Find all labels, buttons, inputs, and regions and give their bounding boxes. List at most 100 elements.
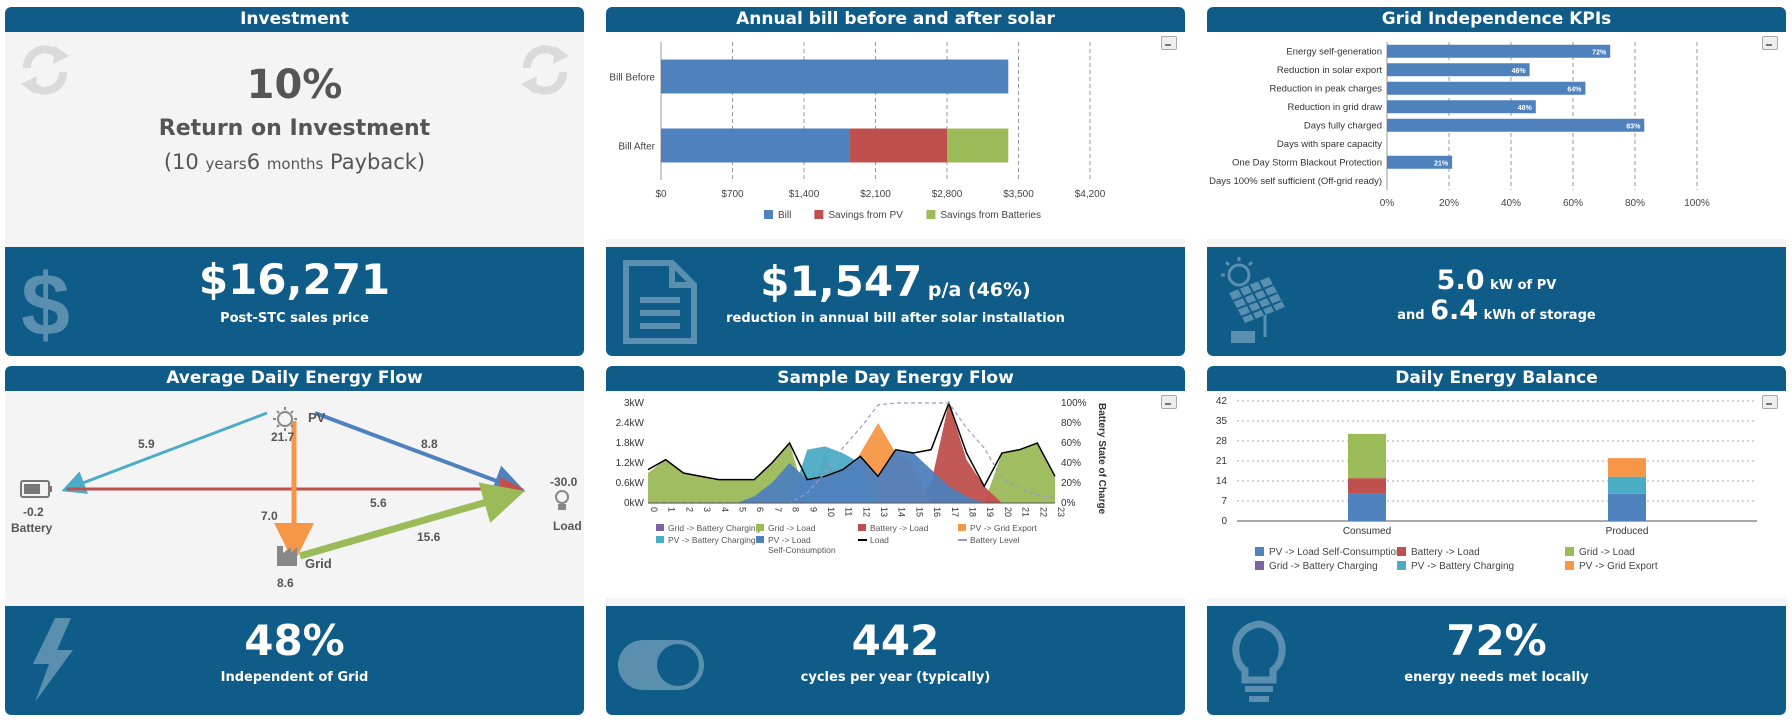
legend-swatch	[1255, 547, 1264, 556]
legend-label: Grid -> Load	[768, 523, 816, 533]
y-tick-label: One Day Storm Blackout Protection	[1232, 157, 1382, 168]
sample-day-card: Sample Day Energy Flow 0kW 0.6kW 1.2kW 1.8k…	[606, 366, 1185, 715]
x-tick-label: 80%	[1625, 198, 1645, 209]
sample-day-body: 0kW 0.6kW 1.2kW 1.8kW 2.4kW 3kW 0% 20% 40% 60% 80%…	[606, 391, 1185, 598]
download-icon[interactable]	[1161, 395, 1177, 409]
reduction-suffix: p/a (46%)	[927, 279, 1031, 301]
x-tick-label: 5	[737, 507, 747, 512]
x-tick-label: 17	[950, 507, 960, 517]
bar	[661, 59, 1009, 94]
bar	[661, 128, 850, 163]
pv-line: 5.0 kW of PV	[1207, 265, 1786, 296]
x-tick-label: 16	[932, 507, 942, 517]
area-series	[648, 403, 1055, 503]
bulb-icon	[555, 490, 569, 510]
y-tick-label: 21	[1216, 456, 1228, 467]
x-tick-label: 3	[702, 507, 712, 512]
bar-data-label: 83%	[1626, 123, 1641, 130]
battery-level-line	[648, 402, 1056, 504]
lightbulb-icon	[1232, 620, 1286, 702]
legend-swatch	[656, 536, 664, 543]
x-tick-label: 4	[720, 507, 730, 512]
avg-flow-title: Average Daily Energy Flow	[5, 366, 584, 391]
legend-swatch	[756, 536, 764, 543]
reduction-line: $1,547 p/a (46%)	[606, 257, 1185, 306]
x-tick-label: 0	[649, 507, 659, 512]
lightning-icon	[33, 618, 73, 702]
y2-tick-label: 40%	[1061, 458, 1081, 469]
bar	[1348, 493, 1386, 521]
flow-label-pv-grid: 7.0	[261, 509, 278, 523]
bar	[1608, 458, 1646, 477]
bar	[1348, 478, 1386, 494]
sample-day-title: Sample Day Energy Flow	[606, 366, 1185, 391]
y-tick-label: 3kW	[624, 398, 645, 409]
toggle-icon	[618, 640, 704, 690]
refresh-icon-right	[521, 45, 569, 95]
y2-tick-label: 0%	[1061, 498, 1076, 509]
load-node-label: Load	[553, 519, 582, 533]
bar-data-label: 72%	[1592, 49, 1607, 56]
area-series	[648, 449, 1055, 503]
legend-swatch	[756, 524, 764, 531]
independent-label: Independent of Grid	[220, 670, 369, 685]
legend-label: PV -> Battery Charging	[1411, 561, 1514, 572]
x-tick-label: $1,400	[789, 189, 820, 200]
legend-label: Grid -> Battery Charging	[1269, 561, 1378, 572]
flow-label-grid-load: 15.6	[417, 530, 441, 544]
legend-label: Savings from Batteries	[940, 210, 1041, 221]
y2-tick-label: 20%	[1061, 478, 1081, 489]
legend-label: Load	[870, 535, 889, 545]
grid-node-label: Grid	[305, 556, 332, 571]
cycles-label: cycles per year (typically)	[800, 670, 991, 685]
legend-label: Grid -> Battery Charging	[668, 523, 761, 533]
x-tick-label: 20%	[1439, 198, 1459, 209]
x-tick-label: 60%	[1563, 198, 1583, 209]
x-tick-label: 19	[985, 507, 995, 517]
y2-tick-label: 60%	[1061, 438, 1081, 449]
bar	[947, 128, 1009, 163]
x-tick-label: Consumed	[1343, 526, 1391, 537]
payback-line: (10 years6 months Payback)	[5, 150, 584, 174]
legend-label: PV -> Grid Export	[1579, 561, 1658, 572]
x-tick-label: Produced	[1606, 526, 1649, 537]
bar	[1387, 100, 1536, 114]
legend-label: Bill	[778, 210, 791, 221]
cycles-value: 442	[851, 616, 940, 665]
x-tick-label: 10	[826, 507, 836, 517]
y-tick-label: 1.8kW	[616, 438, 645, 449]
y2-axis-title: Battery State of Charge	[1096, 403, 1107, 515]
y-tick-label: Days with spare capacity	[1277, 139, 1382, 150]
legend-label: PV -> Battery Charging	[668, 535, 756, 545]
daily-balance-body: 0 7 14 21 28 35 42 Consumed Produced PV -> Load S…	[1207, 391, 1786, 598]
y-tick-label: 0	[1221, 516, 1227, 527]
x-tick-label: $3,500	[1003, 189, 1034, 200]
storage-value: 6.4	[1430, 295, 1479, 326]
daily-balance-card: Daily Energy Balance 0 7 14 21 28 35 42 Consume…	[1207, 366, 1786, 715]
daily-balance-footer: 72% energy needs met locally	[1207, 606, 1786, 715]
download-icon[interactable]	[1762, 395, 1778, 409]
legend-swatch	[814, 210, 824, 219]
y-tick-label: 0kW	[624, 498, 645, 509]
price-value: $16,271	[198, 255, 391, 304]
grid-kpis-card: Grid Independence KPIs 0% 20% 40% 60% 80% 100…	[1207, 7, 1786, 356]
y-tick-label: 35	[1216, 416, 1228, 427]
payback-months: 6	[246, 150, 261, 174]
legend-label: Battery -> Load	[870, 523, 929, 533]
download-icon[interactable]	[1161, 36, 1177, 50]
x-tick-label: $2,100	[860, 189, 891, 200]
bar	[1608, 493, 1646, 521]
x-tick-label: 7	[773, 507, 783, 512]
annual-bill-chart: $0 $700 $1,400 $2,100 $2,800 $3,500 $4,200 Bill…	[609, 42, 1106, 221]
download-icon[interactable]	[1762, 36, 1778, 50]
pv-value: 5.0	[1436, 265, 1485, 296]
document-icon	[623, 260, 697, 344]
legend-swatch	[1255, 561, 1264, 570]
battery-node-label: Battery	[11, 521, 53, 535]
bar	[1387, 155, 1453, 169]
factory-icon	[277, 546, 297, 566]
x-tick-label: 1	[667, 507, 677, 512]
bar	[1608, 476, 1646, 494]
x-tick-label: $0	[655, 189, 667, 200]
y-tick-label: Days fully charged	[1304, 120, 1382, 131]
